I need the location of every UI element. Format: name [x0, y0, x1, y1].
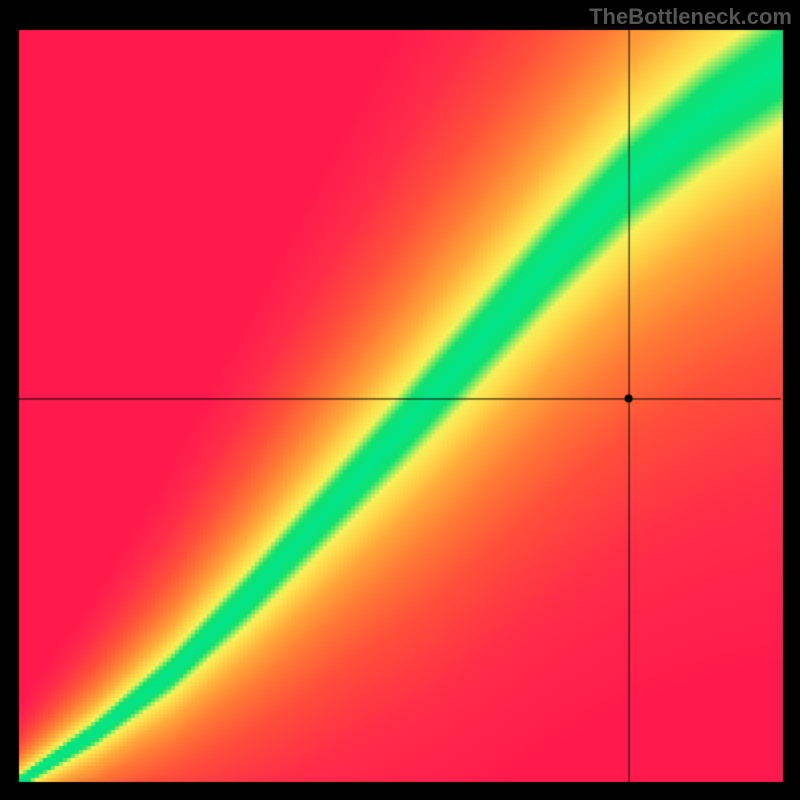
watermark-text: TheBottleneck.com — [589, 4, 792, 30]
bottleneck-heatmap — [0, 0, 800, 800]
chart-container: TheBottleneck.com — [0, 0, 800, 800]
